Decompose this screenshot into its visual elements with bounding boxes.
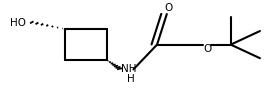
Text: HO: HO xyxy=(10,18,26,28)
Text: NH: NH xyxy=(121,64,136,74)
Text: O: O xyxy=(164,3,172,13)
Text: O: O xyxy=(203,44,211,54)
Text: H: H xyxy=(127,74,135,84)
